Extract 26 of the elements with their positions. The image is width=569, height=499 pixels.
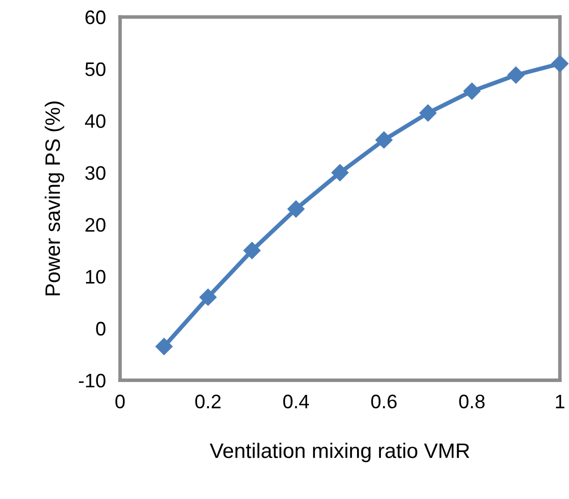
point (331, 164, 349, 182)
y-tick-label: 40 (84, 114, 106, 128)
point (507, 66, 524, 84)
y-tick-label: 0 (96, 322, 106, 336)
x-tick-label: 1 (556, 394, 564, 408)
y-tick-label: 50 (85, 62, 106, 76)
y-tick-label: -10 (78, 374, 106, 388)
y-tick-label: 30 (85, 166, 106, 180)
point (375, 131, 393, 149)
point (199, 288, 217, 306)
point (463, 82, 480, 100)
x-tick-label: 0.8 (459, 394, 485, 408)
y-tick-label: 10 (86, 270, 106, 284)
point (243, 242, 261, 260)
x-tick-label: 0.6 (371, 394, 397, 408)
x-axis-title: Ventilation mixing ratio VMR (210, 442, 470, 462)
point (287, 200, 305, 218)
y-tick-label: 20 (86, 218, 106, 232)
x-tick-label: 0 (115, 394, 125, 408)
point (155, 338, 173, 356)
point (419, 104, 436, 122)
y-axis-title: Power saving PS (%) (44, 101, 64, 296)
x-tick-label: 0.4 (283, 394, 309, 408)
y-tick-label: 60 (86, 10, 106, 24)
x-tick-label: 0.2 (195, 394, 221, 408)
point (551, 55, 568, 72)
